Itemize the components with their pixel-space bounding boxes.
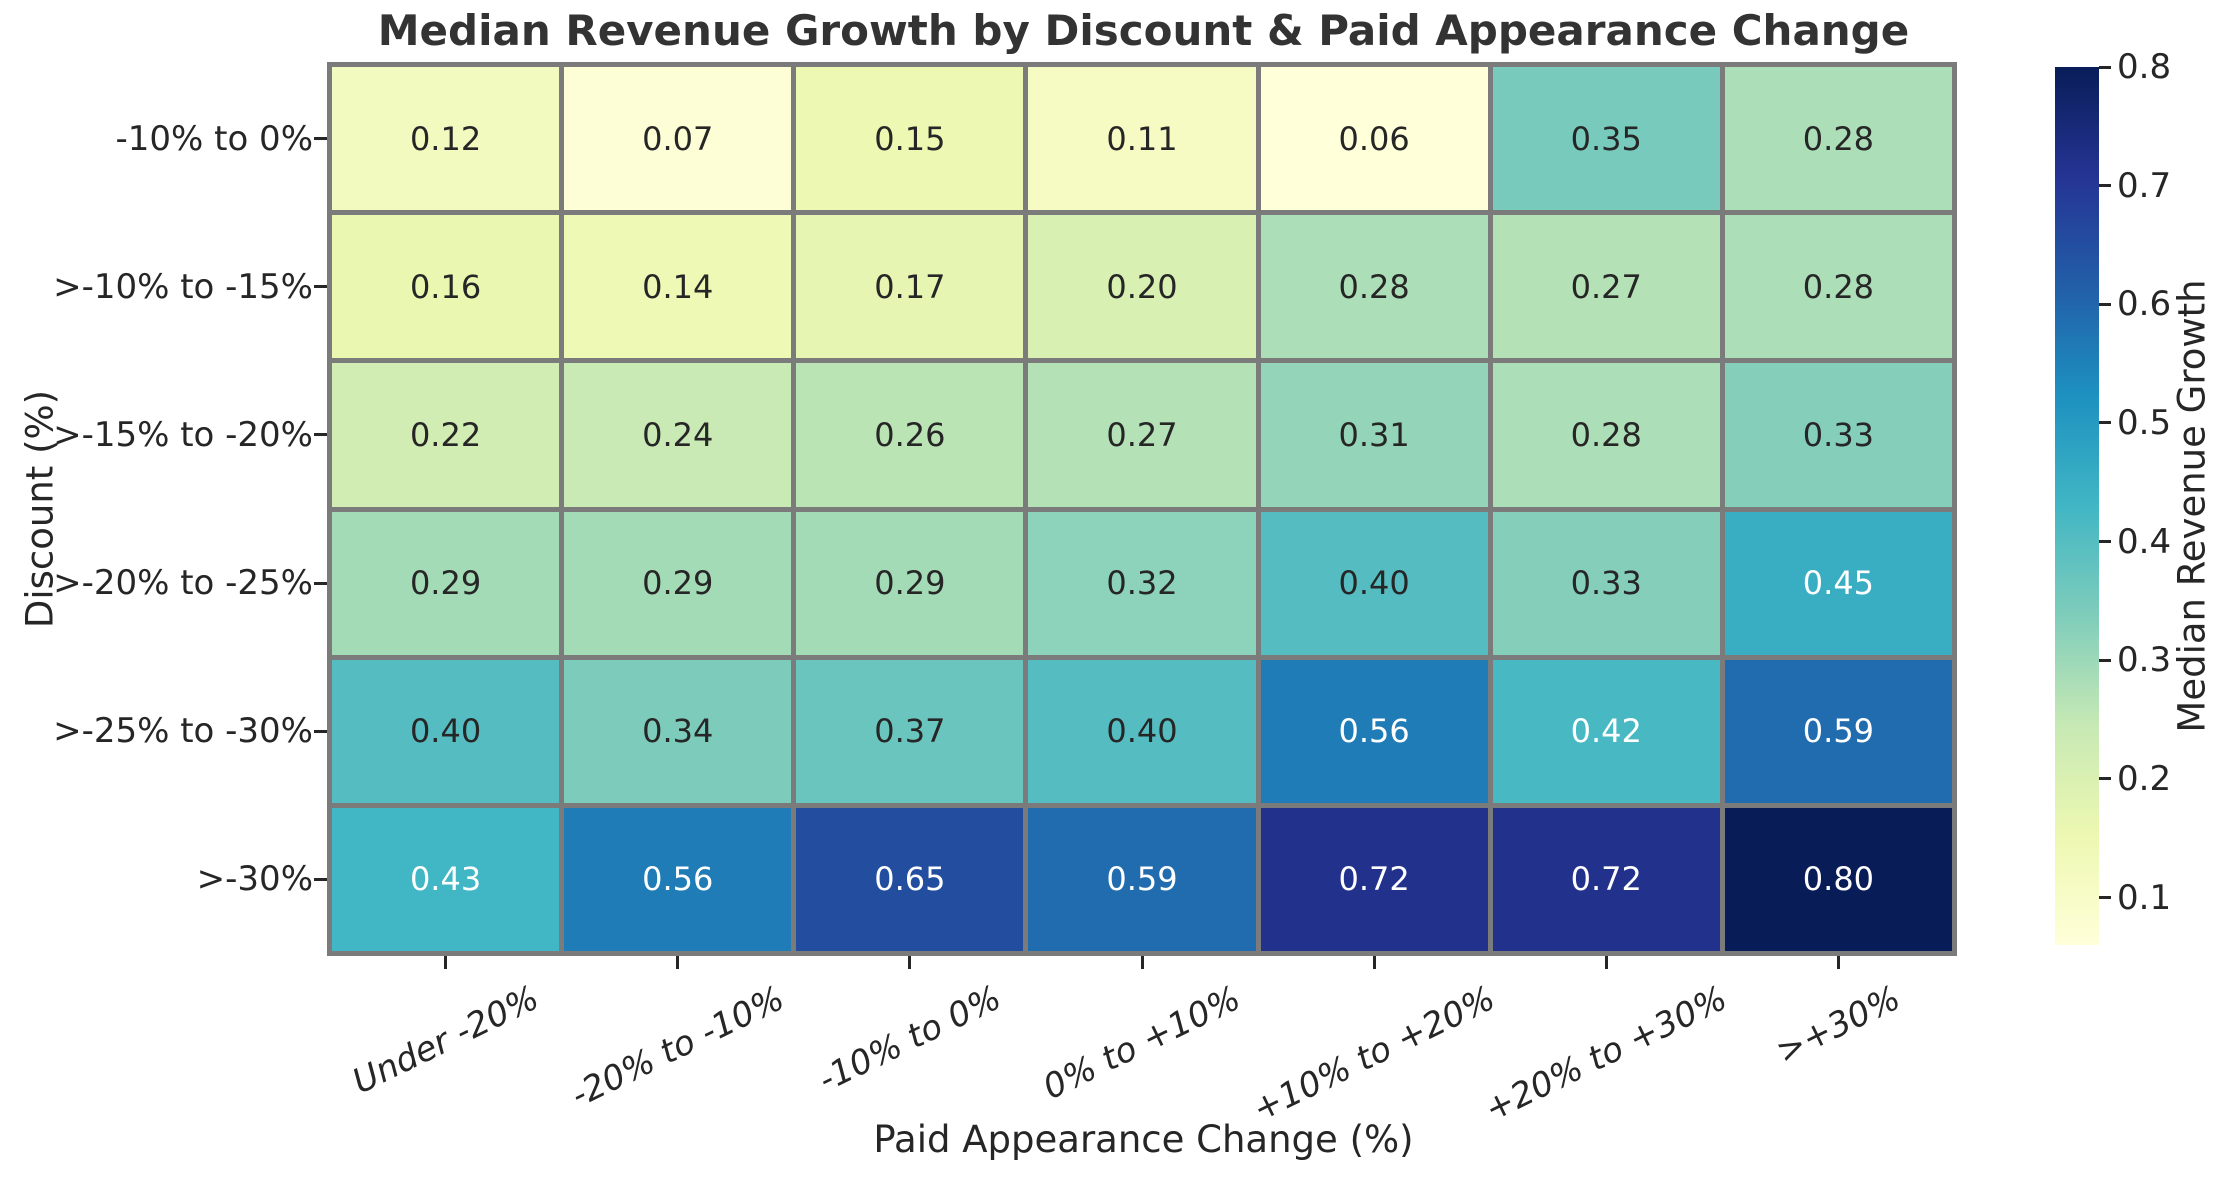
axis-tick (314, 433, 327, 437)
colorbar-tick-label: 0.2 (2117, 758, 2172, 799)
axis-tick (2099, 421, 2111, 425)
axis-tick (1604, 956, 1608, 969)
axis-tick (314, 729, 327, 733)
heatmap-cell: 0.06 (1260, 67, 1488, 211)
heatmap-cell: 0.27 (1492, 215, 1720, 359)
x-tick-label: Under -20% (345, 978, 545, 1103)
y-tick-label: >-10% to -15% (53, 266, 313, 307)
heatmap-cell: 0.72 (1260, 807, 1488, 951)
axis-tick (444, 956, 448, 969)
heatmap-cell: 0.07 (564, 67, 792, 211)
heatmap-cell: 0.11 (1028, 67, 1256, 211)
axis-tick (2099, 540, 2111, 544)
heatmap-cell: 0.72 (1492, 807, 1720, 951)
y-tick-label: -10% to 0% (115, 118, 313, 159)
colorbar-tick-label: 0.3 (2117, 640, 2172, 681)
chart-title: Median Revenue Growth by Discount & Paid… (377, 6, 1910, 55)
heatmap-cell: 0.35 (1492, 67, 1720, 211)
y-tick-label: >-25% to -30% (53, 711, 313, 752)
x-tick-label: -20% to -10% (565, 977, 791, 1116)
heatmap-cell: 0.28 (1724, 215, 1952, 359)
axis-tick (2099, 658, 2111, 662)
heatmap-cell: 0.33 (1724, 363, 1952, 507)
axis-tick (314, 581, 327, 585)
colorbar-tick-label: 0.5 (2117, 402, 2172, 443)
x-tick-label: -10% to 0% (812, 978, 1008, 1101)
heatmap-cell: 0.22 (332, 363, 560, 507)
heatmap-cell: 0.40 (332, 659, 560, 803)
x-tick-label: 0% to +10% (1037, 978, 1247, 1108)
axis-tick (2099, 777, 2111, 781)
heatmap-cell: 0.17 (796, 215, 1024, 359)
heatmap-cell: 0.29 (332, 511, 560, 655)
heatmap-cell: 0.59 (1724, 659, 1952, 803)
heatmap-cell: 0.28 (1724, 67, 1952, 211)
heatmap-cell: 0.40 (1028, 659, 1256, 803)
axis-tick (314, 285, 327, 289)
y-tick-label: >-20% to -25% (53, 563, 313, 604)
heatmap-cell: 0.29 (564, 511, 792, 655)
x-tick-label: +20% to +30% (1478, 978, 1734, 1130)
heatmap-cell: 0.28 (1492, 363, 1720, 507)
heatmap-cell: 0.43 (332, 807, 560, 951)
heatmap-cell: 0.27 (1028, 363, 1256, 507)
heatmap-cell: 0.80 (1724, 807, 1952, 951)
heatmap-cell: 0.14 (564, 215, 792, 359)
axis-tick (2099, 302, 2111, 306)
heatmap-cell: 0.12 (332, 67, 560, 211)
heatmap-cell: 0.56 (1260, 659, 1488, 803)
colorbar-tick-label: 0.6 (2117, 284, 2172, 325)
heatmap-cell: 0.29 (796, 511, 1024, 655)
x-tick-label: +10% to +20% (1246, 978, 1502, 1130)
axis-tick (2099, 184, 2111, 188)
y-tick-label: >-30% (196, 859, 313, 900)
heatmap-cell: 0.37 (796, 659, 1024, 803)
x-axis-title: Paid Appearance Change (%) (873, 1118, 1414, 1161)
heatmap-cell: 0.20 (1028, 215, 1256, 359)
axis-tick (314, 137, 327, 141)
heatmap-cell: 0.16 (332, 215, 560, 359)
heatmap-cell: 0.24 (564, 363, 792, 507)
heatmap-cell: 0.28 (1260, 215, 1488, 359)
heatmap-cell: 0.34 (564, 659, 792, 803)
axis-tick (1836, 956, 1840, 969)
heatmap-cell: 0.45 (1724, 511, 1952, 655)
axis-tick (314, 877, 327, 881)
heatmap-cell: 0.40 (1260, 511, 1488, 655)
heatmap-cell: 0.65 (796, 807, 1024, 951)
colorbar-tick-label: 0.7 (2117, 165, 2172, 206)
axis-tick (2099, 65, 2111, 69)
axis-tick (1140, 956, 1144, 969)
colorbar-gradient (2055, 67, 2099, 945)
heatmap-cell: 0.56 (564, 807, 792, 951)
heatmap-cell: 0.59 (1028, 807, 1256, 951)
axis-tick (1372, 956, 1376, 969)
heatmap-cell: 0.42 (1492, 659, 1720, 803)
heatmap-cell: 0.33 (1492, 511, 1720, 655)
colorbar-tick-label: 0.4 (2117, 521, 2172, 562)
heatmap-cell: 0.26 (796, 363, 1024, 507)
colorbar-tick-label: 0.1 (2117, 877, 2172, 918)
heatmap-grid: 0.12 0.07 0.15 0.11 0.06 0.35 0.28 0.16 0.14 0.17… (327, 62, 1957, 956)
heatmap-cell: 0.32 (1028, 511, 1256, 655)
axis-tick (676, 956, 680, 969)
heatmap-cell: 0.31 (1260, 363, 1488, 507)
heatmap-cell: 0.15 (796, 67, 1024, 211)
colorbar-tick-label: 0.8 (2117, 47, 2172, 87)
colorbar-label: Median Revenue Growth (2170, 279, 2214, 733)
axis-tick (908, 956, 912, 969)
y-tick-label: >-15% to -20% (53, 414, 313, 455)
axis-tick (2099, 896, 2111, 900)
x-tick-label: >+30% (1769, 978, 1907, 1073)
